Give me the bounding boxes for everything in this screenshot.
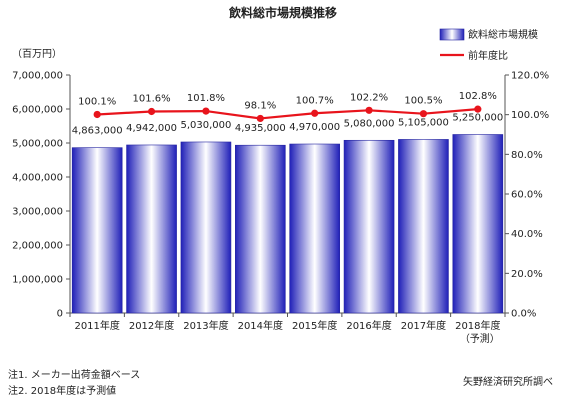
yoy-value-label: 102.8% — [459, 91, 497, 102]
x-tick-label: 2014年度 — [238, 319, 283, 332]
bar-2011年度 — [72, 148, 122, 313]
y-right-tick-label: 60.0% — [511, 190, 543, 201]
y-left-tick-label: 3,000,000 — [12, 207, 63, 218]
yoy-point-2012年度 — [148, 108, 155, 115]
yoy-value-label: 98.1% — [244, 100, 276, 111]
x-tick-label: 2017年度 — [401, 319, 446, 332]
y-right-tick-label: 20.0% — [511, 269, 543, 280]
yoy-point-2014年度 — [257, 115, 264, 122]
y-right-tick-label: 100.0% — [511, 110, 549, 121]
yoy-value-label: 100.5% — [404, 96, 442, 107]
bar-2017年度 — [398, 139, 448, 313]
note-1: 注1. メーカー出荷金額ベース — [8, 366, 140, 381]
y-left-unit-label: （百万円） — [12, 48, 62, 60]
yoy-point-2013年度 — [202, 107, 209, 114]
y-right-tick-label: 40.0% — [511, 229, 543, 240]
bar-2018年度 — [453, 135, 503, 314]
y-left-tick-label: 6,000,000 — [12, 105, 63, 116]
yoy-value-label: 101.6% — [132, 93, 170, 104]
x-tick-label: 2011年度 — [74, 319, 119, 332]
y-left-tick-label: 4,000,000 — [12, 173, 63, 184]
note-2: 注2. 2018年度は予測値 — [8, 382, 116, 397]
bar-value-label: 5,250,000 — [452, 113, 503, 124]
yoy-point-2016年度 — [365, 107, 372, 114]
yoy-point-2015年度 — [311, 110, 318, 117]
legend-bar-swatch — [440, 29, 464, 40]
x-tick-label: 2013年度 — [183, 319, 228, 332]
x-tick-label: 2015年度 — [292, 319, 337, 332]
yoy-value-label: 100.7% — [296, 95, 334, 106]
bar-value-label: 4,863,000 — [72, 126, 123, 137]
y-left-tick-label: 2,000,000 — [12, 241, 63, 252]
y-right-tick-label: 80.0% — [511, 150, 543, 161]
bar-2012年度 — [127, 145, 177, 313]
y-right-tick-label: 0.0% — [511, 309, 536, 320]
yoy-value-label: 102.2% — [350, 92, 388, 103]
bar-2016年度 — [344, 140, 394, 313]
bar-2014年度 — [235, 145, 285, 313]
y-left-tick-label: 5,000,000 — [12, 139, 63, 150]
x-tick-sublabel: （予測） — [460, 332, 500, 345]
x-tick-label: 2018年度 — [455, 319, 500, 332]
yoy-value-label: 101.8% — [187, 93, 225, 104]
bar-value-label: 4,970,000 — [289, 122, 340, 133]
bar-value-label: 4,935,000 — [235, 123, 286, 134]
bar-value-label: 5,080,000 — [344, 118, 395, 129]
bar-value-label: 5,105,000 — [398, 117, 449, 128]
y-right-tick-label: 120.0% — [511, 71, 549, 82]
yoy-point-2018年度 — [474, 106, 481, 113]
legend-line-label: 前年度比 — [468, 49, 508, 62]
bar-2013年度 — [181, 142, 231, 313]
bar-value-label: 4,942,000 — [126, 123, 177, 134]
y-left-tick-label: 0 — [57, 309, 63, 320]
legend-bar-label: 飲料総市場規模 — [468, 28, 538, 41]
y-left-tick-label: 7,000,000 — [12, 71, 63, 82]
chart-title: 飲料総市場規模推移 — [228, 5, 337, 20]
x-tick-label: 2016年度 — [346, 319, 391, 332]
x-tick-label: 2012年度 — [129, 319, 174, 332]
yoy-value-label: 100.1% — [78, 96, 116, 107]
yoy-point-2017年度 — [420, 110, 427, 117]
y-left-tick-label: 1,000,000 — [12, 275, 63, 286]
yoy-point-2011年度 — [94, 111, 101, 118]
bar-value-label: 5,030,000 — [180, 120, 231, 131]
bar-2015年度 — [290, 144, 340, 313]
source-credit: 矢野経済研究所調べ — [463, 373, 553, 388]
